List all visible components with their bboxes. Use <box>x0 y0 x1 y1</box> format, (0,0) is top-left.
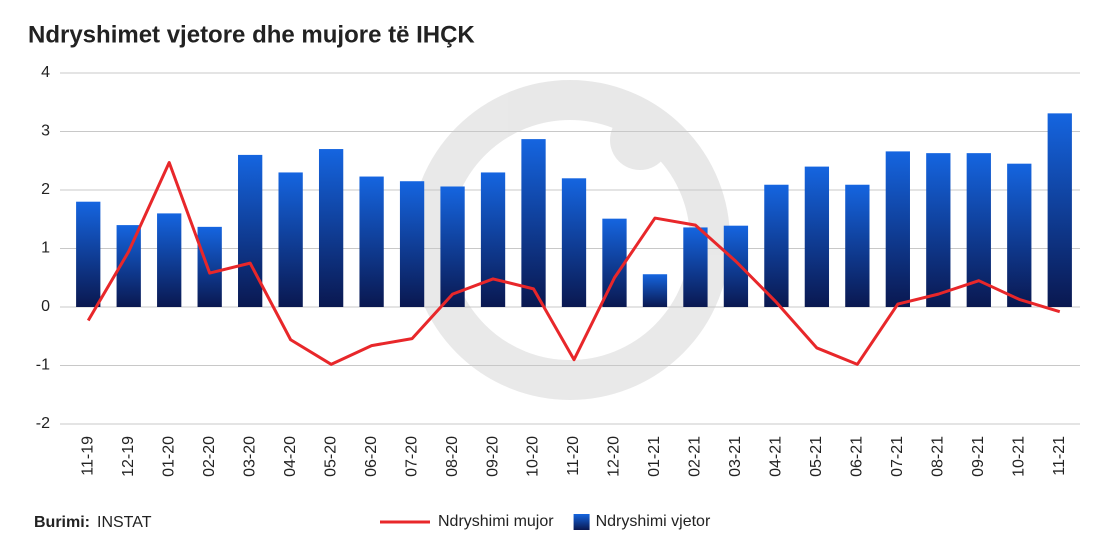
chart-title: Ndryshimet vjetore dhe mujore të IHÇK <box>28 21 475 48</box>
x-tick-label: 05-20 <box>322 436 339 477</box>
bar <box>683 227 708 307</box>
x-tick-label: 01-21 <box>646 436 663 477</box>
x-tick-label: 02-21 <box>687 436 704 477</box>
x-tick-label: 07-21 <box>889 436 906 477</box>
x-tick-label: 09-21 <box>970 436 987 477</box>
x-tick-label: 09-20 <box>484 436 501 477</box>
x-tick-label: 01-20 <box>160 436 177 477</box>
x-tick-label: 08-20 <box>444 436 461 477</box>
bar <box>885 151 910 307</box>
bar <box>197 226 222 307</box>
bar <box>642 274 668 307</box>
bar <box>804 166 830 307</box>
x-tick-label: 05-21 <box>808 436 825 477</box>
x-tick-label: 11-20 <box>565 436 582 476</box>
bar <box>76 201 101 307</box>
y-tick-label: -2 <box>36 415 50 432</box>
bar <box>440 186 465 307</box>
y-tick-label: 2 <box>41 181 50 198</box>
x-tick-label: 04-21 <box>768 436 785 477</box>
x-tick-label: 11-19 <box>79 436 96 476</box>
y-tick-label: 0 <box>41 298 50 315</box>
x-tick-label: 08-21 <box>930 436 947 477</box>
y-tick-label: -1 <box>36 357 50 374</box>
bar <box>926 153 951 307</box>
legend-swatch <box>573 514 590 530</box>
x-tick-label: 11-21 <box>1051 436 1068 476</box>
legend-label: Ndryshimi mujor <box>438 513 554 530</box>
y-tick-label: 1 <box>41 240 50 257</box>
legend-label: Ndryshimi vjetor <box>596 513 711 530</box>
bar <box>238 154 263 307</box>
bar <box>723 225 749 307</box>
bar <box>1007 163 1032 307</box>
y-tick-label: 4 <box>41 64 50 81</box>
bar <box>157 213 182 307</box>
source: INSTAT <box>97 514 152 531</box>
x-tick-label: 06-21 <box>849 436 866 477</box>
x-tick-label: 12-19 <box>120 436 137 477</box>
x-tick-label: 10-20 <box>525 436 542 477</box>
bar <box>318 149 344 307</box>
bar <box>764 184 789 307</box>
bar <box>480 172 506 307</box>
x-tick-label: 03-21 <box>727 436 744 477</box>
x-tick-label: 03-20 <box>241 436 258 477</box>
bar <box>1047 113 1072 308</box>
x-tick-label: 02-20 <box>201 436 218 477</box>
line <box>86 161 1061 366</box>
y-tick-label: 3 <box>41 123 50 140</box>
x-tick-label: 12-20 <box>606 436 623 477</box>
bar <box>561 178 587 307</box>
bar <box>521 139 546 307</box>
source-label: Burimi: <box>34 514 90 531</box>
bar <box>278 172 303 307</box>
x-tick-label: 10-21 <box>1010 436 1027 477</box>
x-tick-label: 04-20 <box>282 436 299 477</box>
x-tick-label: 07-20 <box>403 436 420 477</box>
bar <box>399 181 425 307</box>
bar <box>359 176 384 307</box>
x-tick-label: 06-20 <box>363 436 380 477</box>
bar <box>845 184 870 307</box>
